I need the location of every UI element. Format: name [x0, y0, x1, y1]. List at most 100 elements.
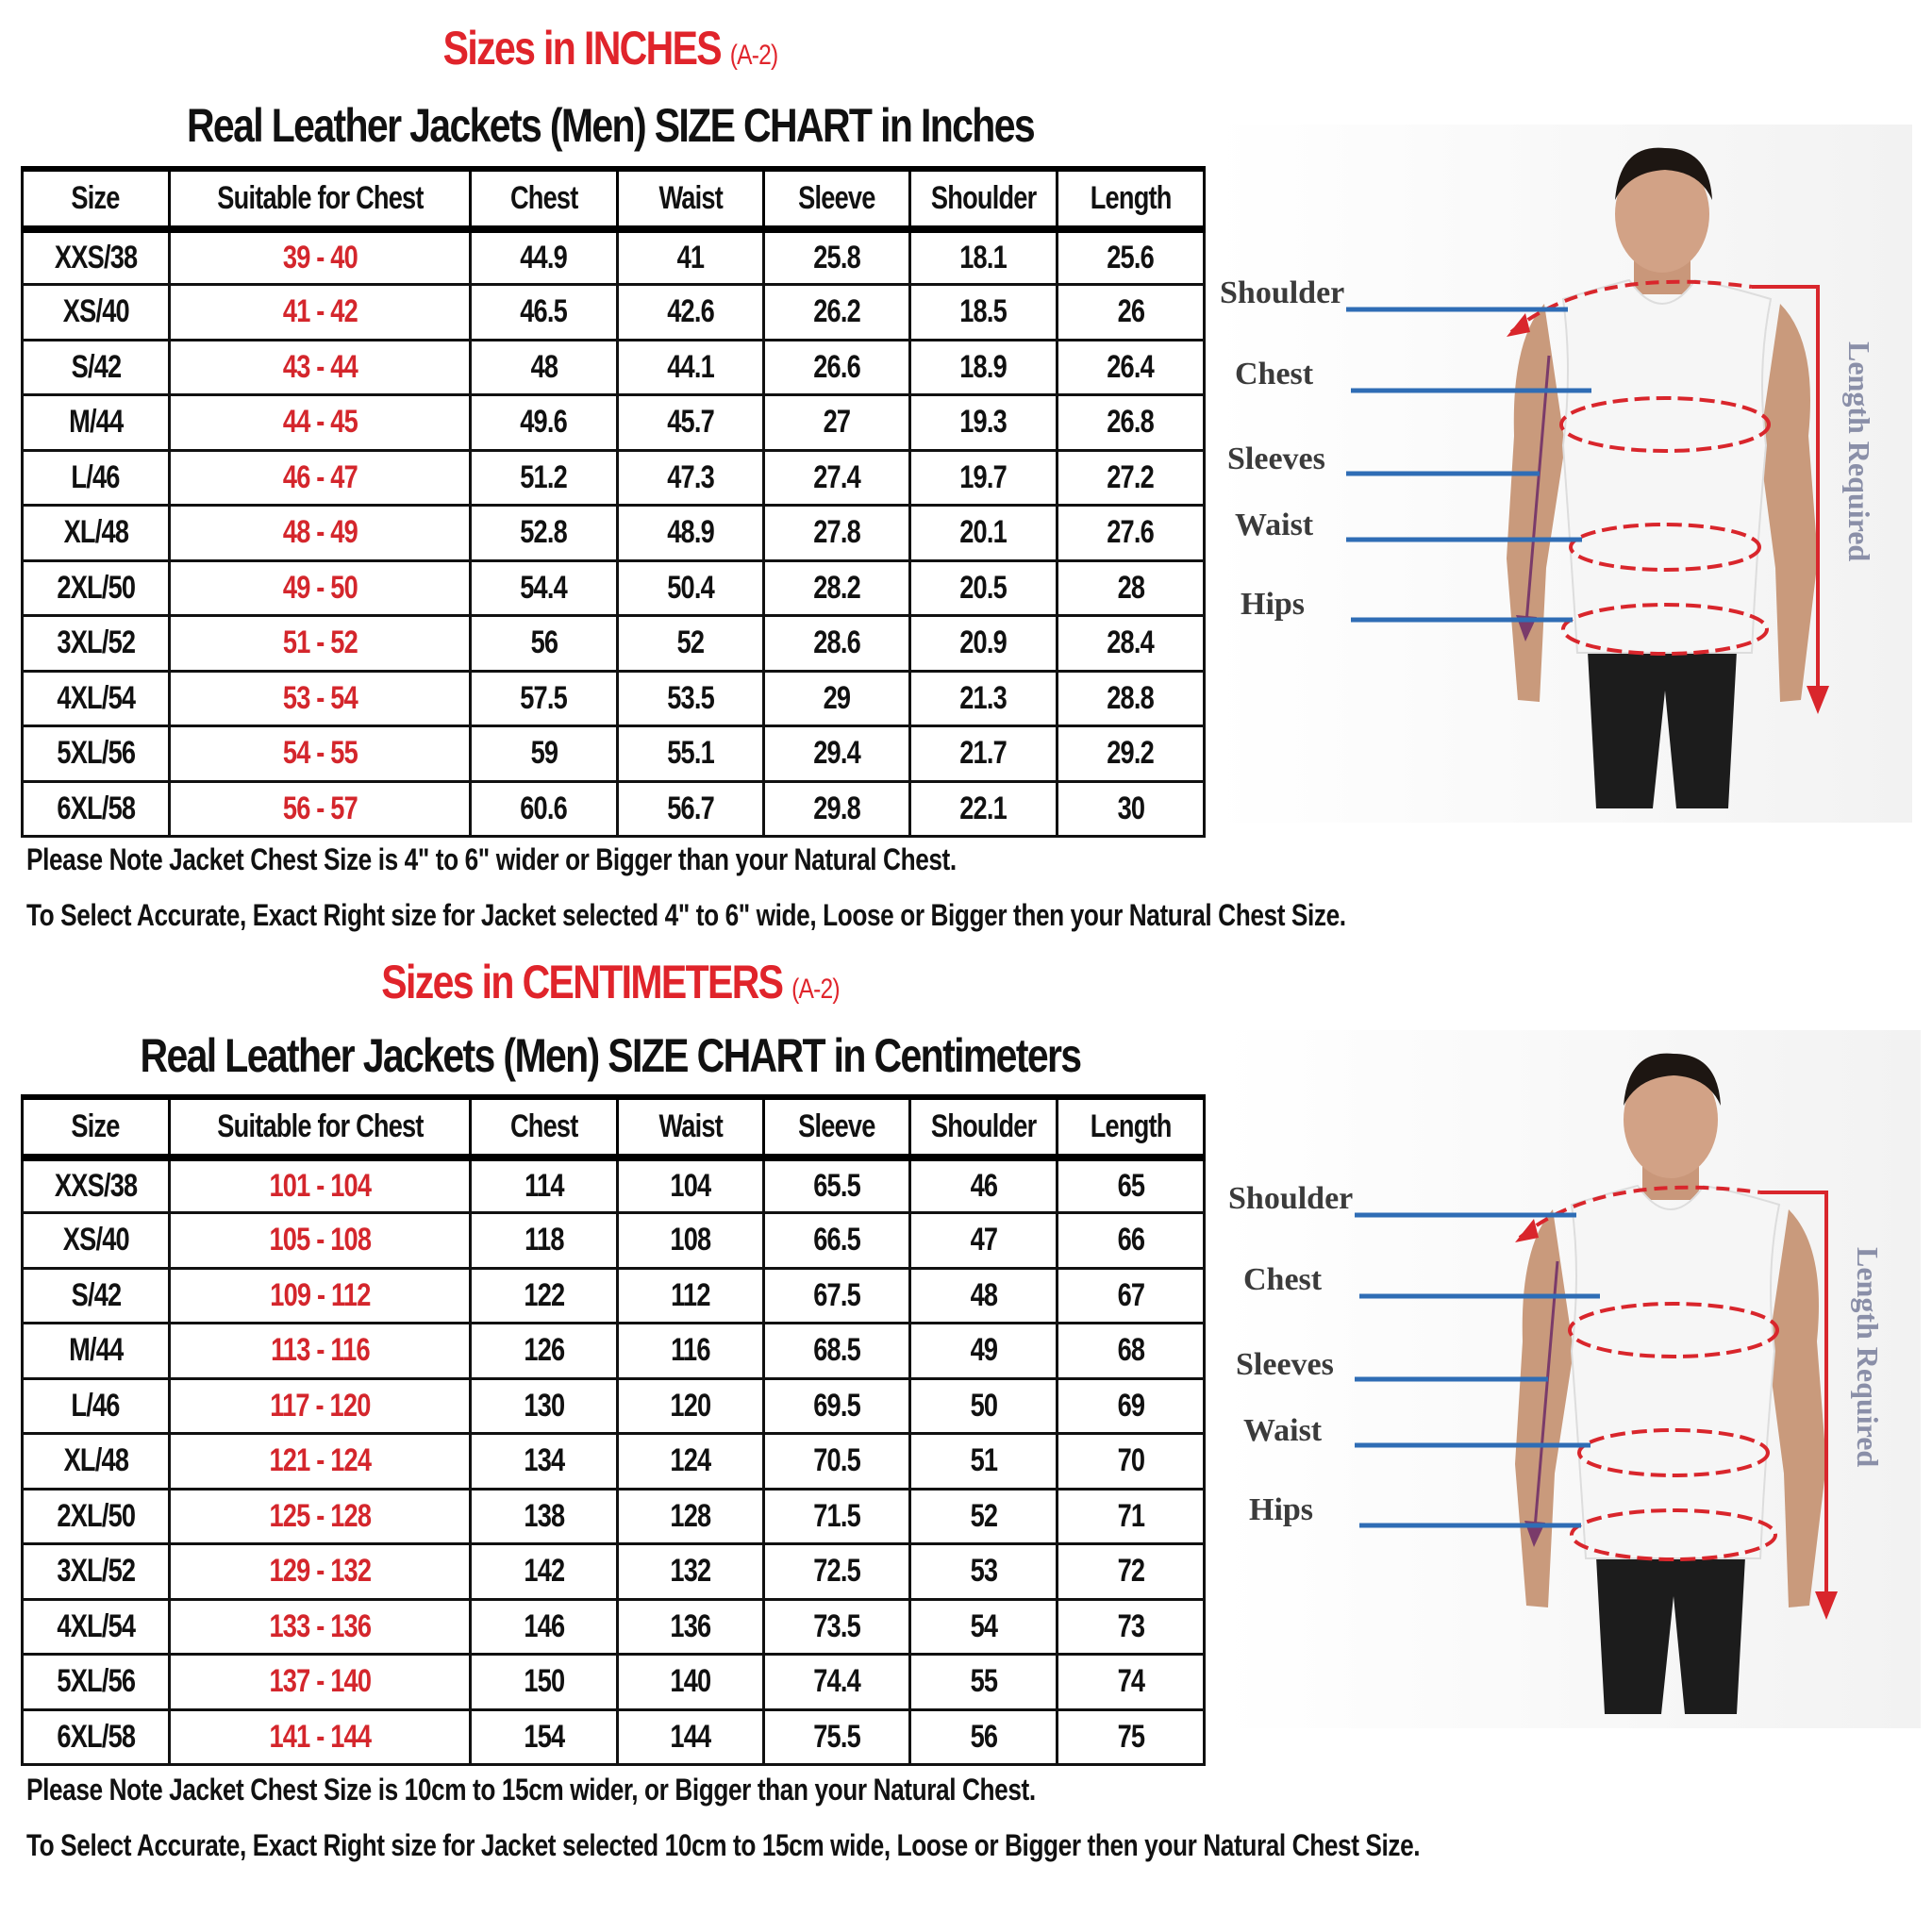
- column-header: Chest: [469, 166, 619, 233]
- chest-range-cell: 105 - 108: [168, 1211, 472, 1270]
- table-cell: 48.9: [616, 504, 765, 562]
- table-cell: 47.3: [616, 448, 765, 507]
- table-cell: 27.2: [1056, 448, 1206, 507]
- table-cell: 65: [1056, 1156, 1206, 1214]
- table-row: S/42 43 - 44 48 44.1 26.6 18.9 26.4: [21, 338, 1206, 396]
- table-cell: 18.9: [908, 338, 1058, 396]
- table-cell: 69.5: [762, 1376, 911, 1435]
- chest-range-cell: 125 - 128: [168, 1487, 472, 1545]
- column-header: Shoulder: [908, 166, 1058, 233]
- table-cell: 138: [469, 1487, 619, 1545]
- table-cell: 48: [908, 1266, 1058, 1324]
- inches-note-2: To Select Accurate, Exact Right size for…: [26, 898, 1346, 932]
- table-cell: 54.4: [469, 558, 619, 617]
- table-cell: 67.5: [762, 1266, 911, 1324]
- table-cell: 124: [616, 1432, 765, 1491]
- table-row: 6XL/58 56 - 57 60.6 56.7 29.8 22.1 30: [21, 779, 1206, 838]
- table-cell: 130: [469, 1376, 619, 1435]
- inches-note-1: Please Note Jacket Chest Size is 4" to 6…: [26, 842, 957, 876]
- table-cell: 26.8: [1056, 393, 1206, 452]
- table-row: 4XL/54 133 - 136 146 136 73.5 54 73: [21, 1597, 1206, 1656]
- table-cell: 122: [469, 1266, 619, 1324]
- table-cell: 2XL/50: [21, 558, 171, 617]
- table-cell: 56.7: [616, 779, 765, 838]
- table-cell: 21.7: [908, 724, 1058, 783]
- figure-label-sleeves: Sleeves: [1236, 1347, 1334, 1382]
- table-cell: 6XL/58: [21, 1707, 171, 1766]
- table-cell: 116: [616, 1322, 765, 1380]
- column-header: Chest: [469, 1094, 619, 1161]
- table-cell: 5XL/56: [21, 724, 171, 783]
- table-header-row: Size Suitable for Chest Chest Waist Sleeve Sh…: [21, 1094, 1206, 1161]
- table-cell: 20.1: [908, 504, 1058, 562]
- figure-label-chest: Chest: [1243, 1262, 1323, 1297]
- table-cell: XL/48: [21, 1432, 171, 1491]
- man-silhouette-illustration: [1223, 1030, 1921, 1728]
- table-cell: 67: [1056, 1266, 1206, 1324]
- table-cell: 51: [908, 1432, 1058, 1491]
- table-cell: 26.4: [1056, 338, 1206, 396]
- table-cell: 28.2: [762, 558, 911, 617]
- table-cell: 57.5: [469, 669, 619, 727]
- table-cell: 53: [908, 1542, 1058, 1601]
- column-header: Size: [21, 166, 171, 233]
- table-cell: 132: [616, 1542, 765, 1601]
- table-cell: 27.4: [762, 448, 911, 507]
- chest-range-cell: 48 - 49: [168, 504, 472, 562]
- chest-range-cell: 117 - 120: [168, 1376, 472, 1435]
- chest-range-cell: 53 - 54: [168, 669, 472, 727]
- table-cell: 68: [1056, 1322, 1206, 1380]
- table-row: XXS/38 101 - 104 114 104 65.5 46 65: [21, 1156, 1206, 1214]
- table-header-row: Size Suitable for Chest Chest Waist Sleeve Sh…: [21, 166, 1206, 233]
- table-cell: S/42: [21, 338, 171, 396]
- table-cell: 2XL/50: [21, 1487, 171, 1545]
- table-cell: 47: [908, 1211, 1058, 1270]
- table-cell: 72: [1056, 1542, 1206, 1601]
- table-cell: 73: [1056, 1597, 1206, 1656]
- cm-title: Sizes in CENTIMETERS (A-2): [381, 956, 840, 1008]
- inches-size-table: Size Suitable for Chest Chest Waist Sleeve Sh…: [21, 166, 1206, 838]
- cm-note-2: To Select Accurate, Exact Right size for…: [26, 1828, 1421, 1862]
- table-cell: 18.1: [908, 227, 1058, 286]
- table-row: S/42 109 - 112 122 112 67.5 48 67: [21, 1266, 1206, 1324]
- table-cell: 108: [616, 1211, 765, 1270]
- table-cell: 46: [908, 1156, 1058, 1214]
- table-cell: 50.4: [616, 558, 765, 617]
- table-row: 6XL/58 141 - 144 154 144 75.5 56 75: [21, 1707, 1206, 1766]
- table-cell: 75: [1056, 1707, 1206, 1766]
- column-header: Shoulder: [908, 1094, 1058, 1161]
- table-cell: 75.5: [762, 1707, 911, 1766]
- table-row: 2XL/50 125 - 128 138 128 71.5 52 71: [21, 1487, 1206, 1545]
- table-cell: 29.8: [762, 779, 911, 838]
- table-cell: 71.5: [762, 1487, 911, 1545]
- column-header: Length: [1056, 1094, 1206, 1161]
- chest-range-cell: 141 - 144: [168, 1707, 472, 1766]
- figure-label-hips: Hips: [1249, 1492, 1314, 1527]
- table-cell: 55: [908, 1653, 1058, 1711]
- length-required-label: Length Required: [1842, 341, 1876, 562]
- table-row: 3XL/52 129 - 132 142 132 72.5 53 72: [21, 1542, 1206, 1601]
- table-cell: 29: [762, 669, 911, 727]
- table-cell: 70: [1056, 1432, 1206, 1491]
- table-cell: 46.5: [469, 283, 619, 341]
- table-cell: 51.2: [469, 448, 619, 507]
- chest-range-cell: 54 - 55: [168, 724, 472, 783]
- table-cell: 68.5: [762, 1322, 911, 1380]
- measurement-figure-cm: Shoulder Chest Sleeves Waist Hips Length Requ…: [1223, 1030, 1921, 1728]
- cm-subtitle: Real Leather Jackets (Men) SIZE CHART in…: [140, 1029, 1083, 1082]
- table-cell: 65.5: [762, 1156, 911, 1214]
- chest-range-cell: 51 - 52: [168, 614, 472, 673]
- table-row: 2XL/50 49 - 50 54.4 50.4 28.2 20.5 28: [21, 558, 1206, 617]
- table-cell: 54: [908, 1597, 1058, 1656]
- table-cell: 53.5: [616, 669, 765, 727]
- table-cell: 114: [469, 1156, 619, 1214]
- table-cell: 112: [616, 1266, 765, 1324]
- figure-label-chest: Chest: [1235, 357, 1314, 391]
- chest-range-cell: 44 - 45: [168, 393, 472, 452]
- chest-range-cell: 41 - 42: [168, 283, 472, 341]
- table-cell: 4XL/54: [21, 1597, 171, 1656]
- table-cell: 66: [1056, 1211, 1206, 1270]
- table-cell: 49: [908, 1322, 1058, 1380]
- chest-range-cell: 121 - 124: [168, 1432, 472, 1491]
- table-cell: 30: [1056, 779, 1206, 838]
